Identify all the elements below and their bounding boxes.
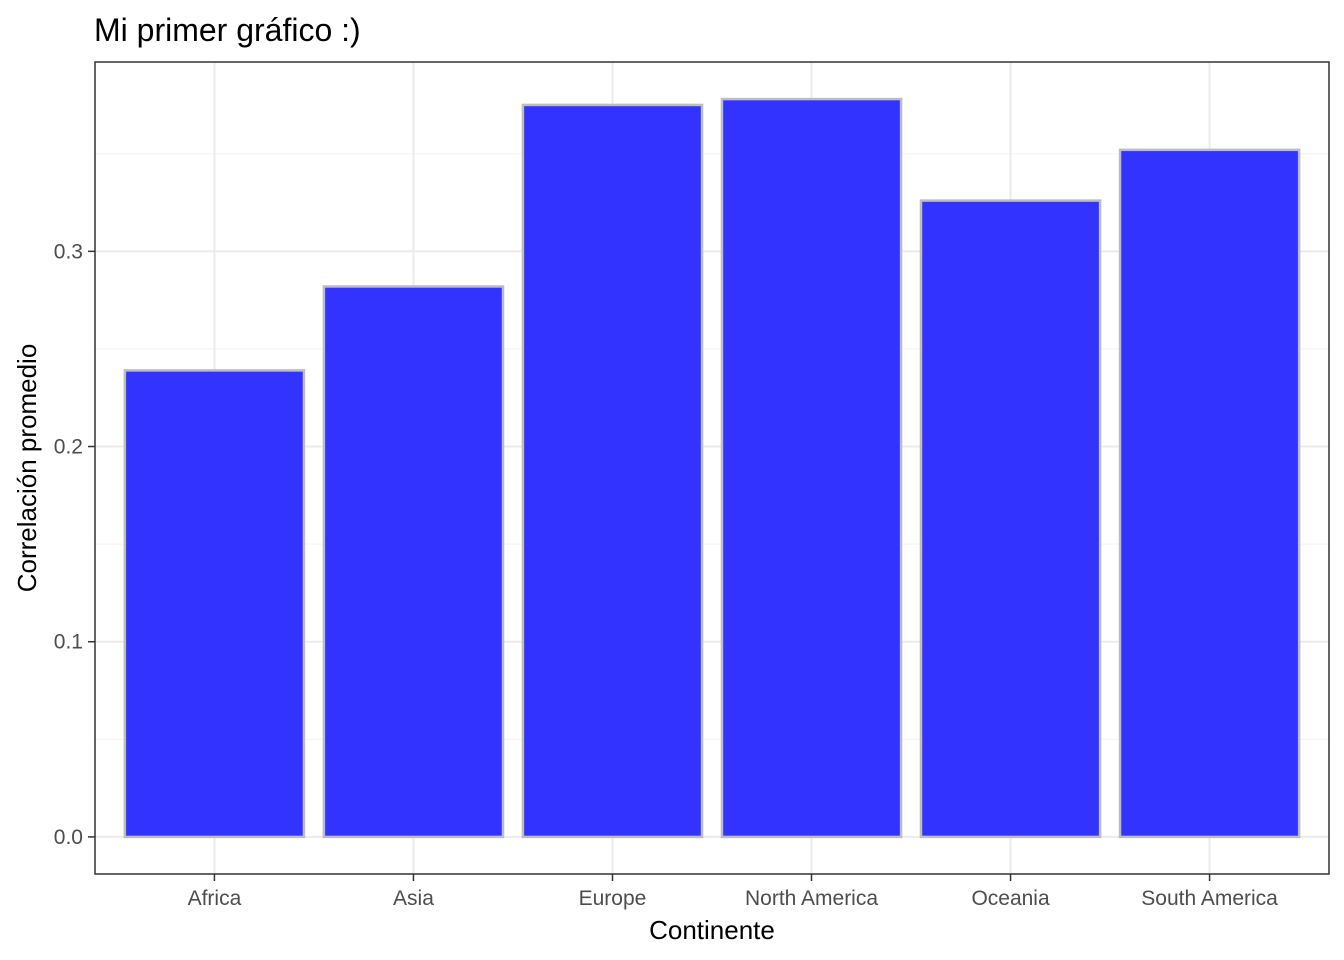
panel-border (94, 61, 1330, 875)
bar-south-america (1118, 148, 1301, 839)
x-tick-label: Oceania (971, 887, 1050, 910)
x-tick-label: Europe (579, 887, 647, 910)
bar-north-america (720, 97, 903, 839)
y-tick-label: 0.0 (54, 826, 83, 849)
x-tick-label: Asia (393, 887, 434, 910)
bars (123, 97, 1301, 839)
chart-title: Mi primer gráfico :) (94, 12, 361, 48)
y-tick-labels: 0.0 0.1 0.2 0.3 (54, 240, 83, 849)
y-tick-label: 0.2 (54, 436, 83, 459)
y-tick-label: 0.3 (54, 240, 83, 263)
bar-africa (123, 369, 306, 839)
axis-ticks (88, 250, 1211, 881)
y-axis-title: Correlación promedio (12, 344, 42, 593)
x-tick-label: Africa (188, 887, 242, 910)
x-tick-label: North America (745, 887, 878, 910)
bar-oceania (919, 199, 1102, 839)
x-axis-title: Continente (649, 915, 775, 945)
y-tick-label: 0.1 (54, 631, 83, 654)
bar-asia (322, 285, 505, 839)
x-tick-label: South America (1141, 887, 1278, 910)
x-tick-labels: Africa Asia Europe North America Oceania Sout… (188, 887, 1279, 910)
bar-europe (521, 103, 704, 839)
